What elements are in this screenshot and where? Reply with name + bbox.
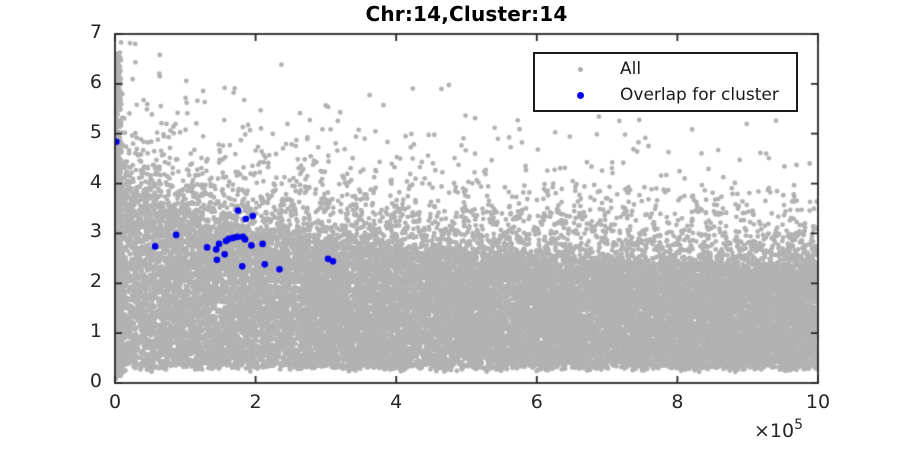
y-tick-label: 4 bbox=[89, 170, 102, 193]
x-tick-label: 8 bbox=[671, 391, 684, 413]
legend-item-all: All bbox=[535, 57, 796, 81]
x-axis-exponent-base: ×10 bbox=[754, 420, 795, 442]
legend-marker-overlap-icon bbox=[577, 91, 584, 99]
y-tick-label: 2 bbox=[89, 270, 102, 293]
legend-item-overlap: Overlap for cluster bbox=[535, 83, 796, 107]
y-tick-label: 0 bbox=[89, 370, 102, 392]
legend: All Overlap for cluster bbox=[533, 52, 798, 112]
x-axis-exponent-power: 5 bbox=[794, 417, 804, 433]
y-tick-label: 5 bbox=[89, 120, 102, 143]
y-tick-label: 7 bbox=[89, 21, 102, 43]
x-tick-label: 4 bbox=[390, 391, 403, 413]
y-tick-label: 3 bbox=[89, 220, 102, 243]
legend-label-all: All bbox=[620, 59, 642, 79]
legend-marker-all-icon bbox=[578, 66, 583, 72]
x-tick-label: 10 bbox=[805, 391, 831, 413]
y-tick-label: 6 bbox=[89, 70, 102, 93]
y-tick-label: 1 bbox=[89, 320, 102, 343]
x-tick-label: 2 bbox=[249, 391, 262, 413]
x-tick-label: 6 bbox=[530, 391, 543, 413]
legend-label-overlap: Overlap for cluster bbox=[620, 85, 779, 105]
chart-title: Chr:14,Cluster:14 bbox=[365, 2, 568, 26]
x-axis-exponent-label: ×105 bbox=[754, 417, 804, 442]
x-tick-label: 0 bbox=[108, 391, 122, 413]
